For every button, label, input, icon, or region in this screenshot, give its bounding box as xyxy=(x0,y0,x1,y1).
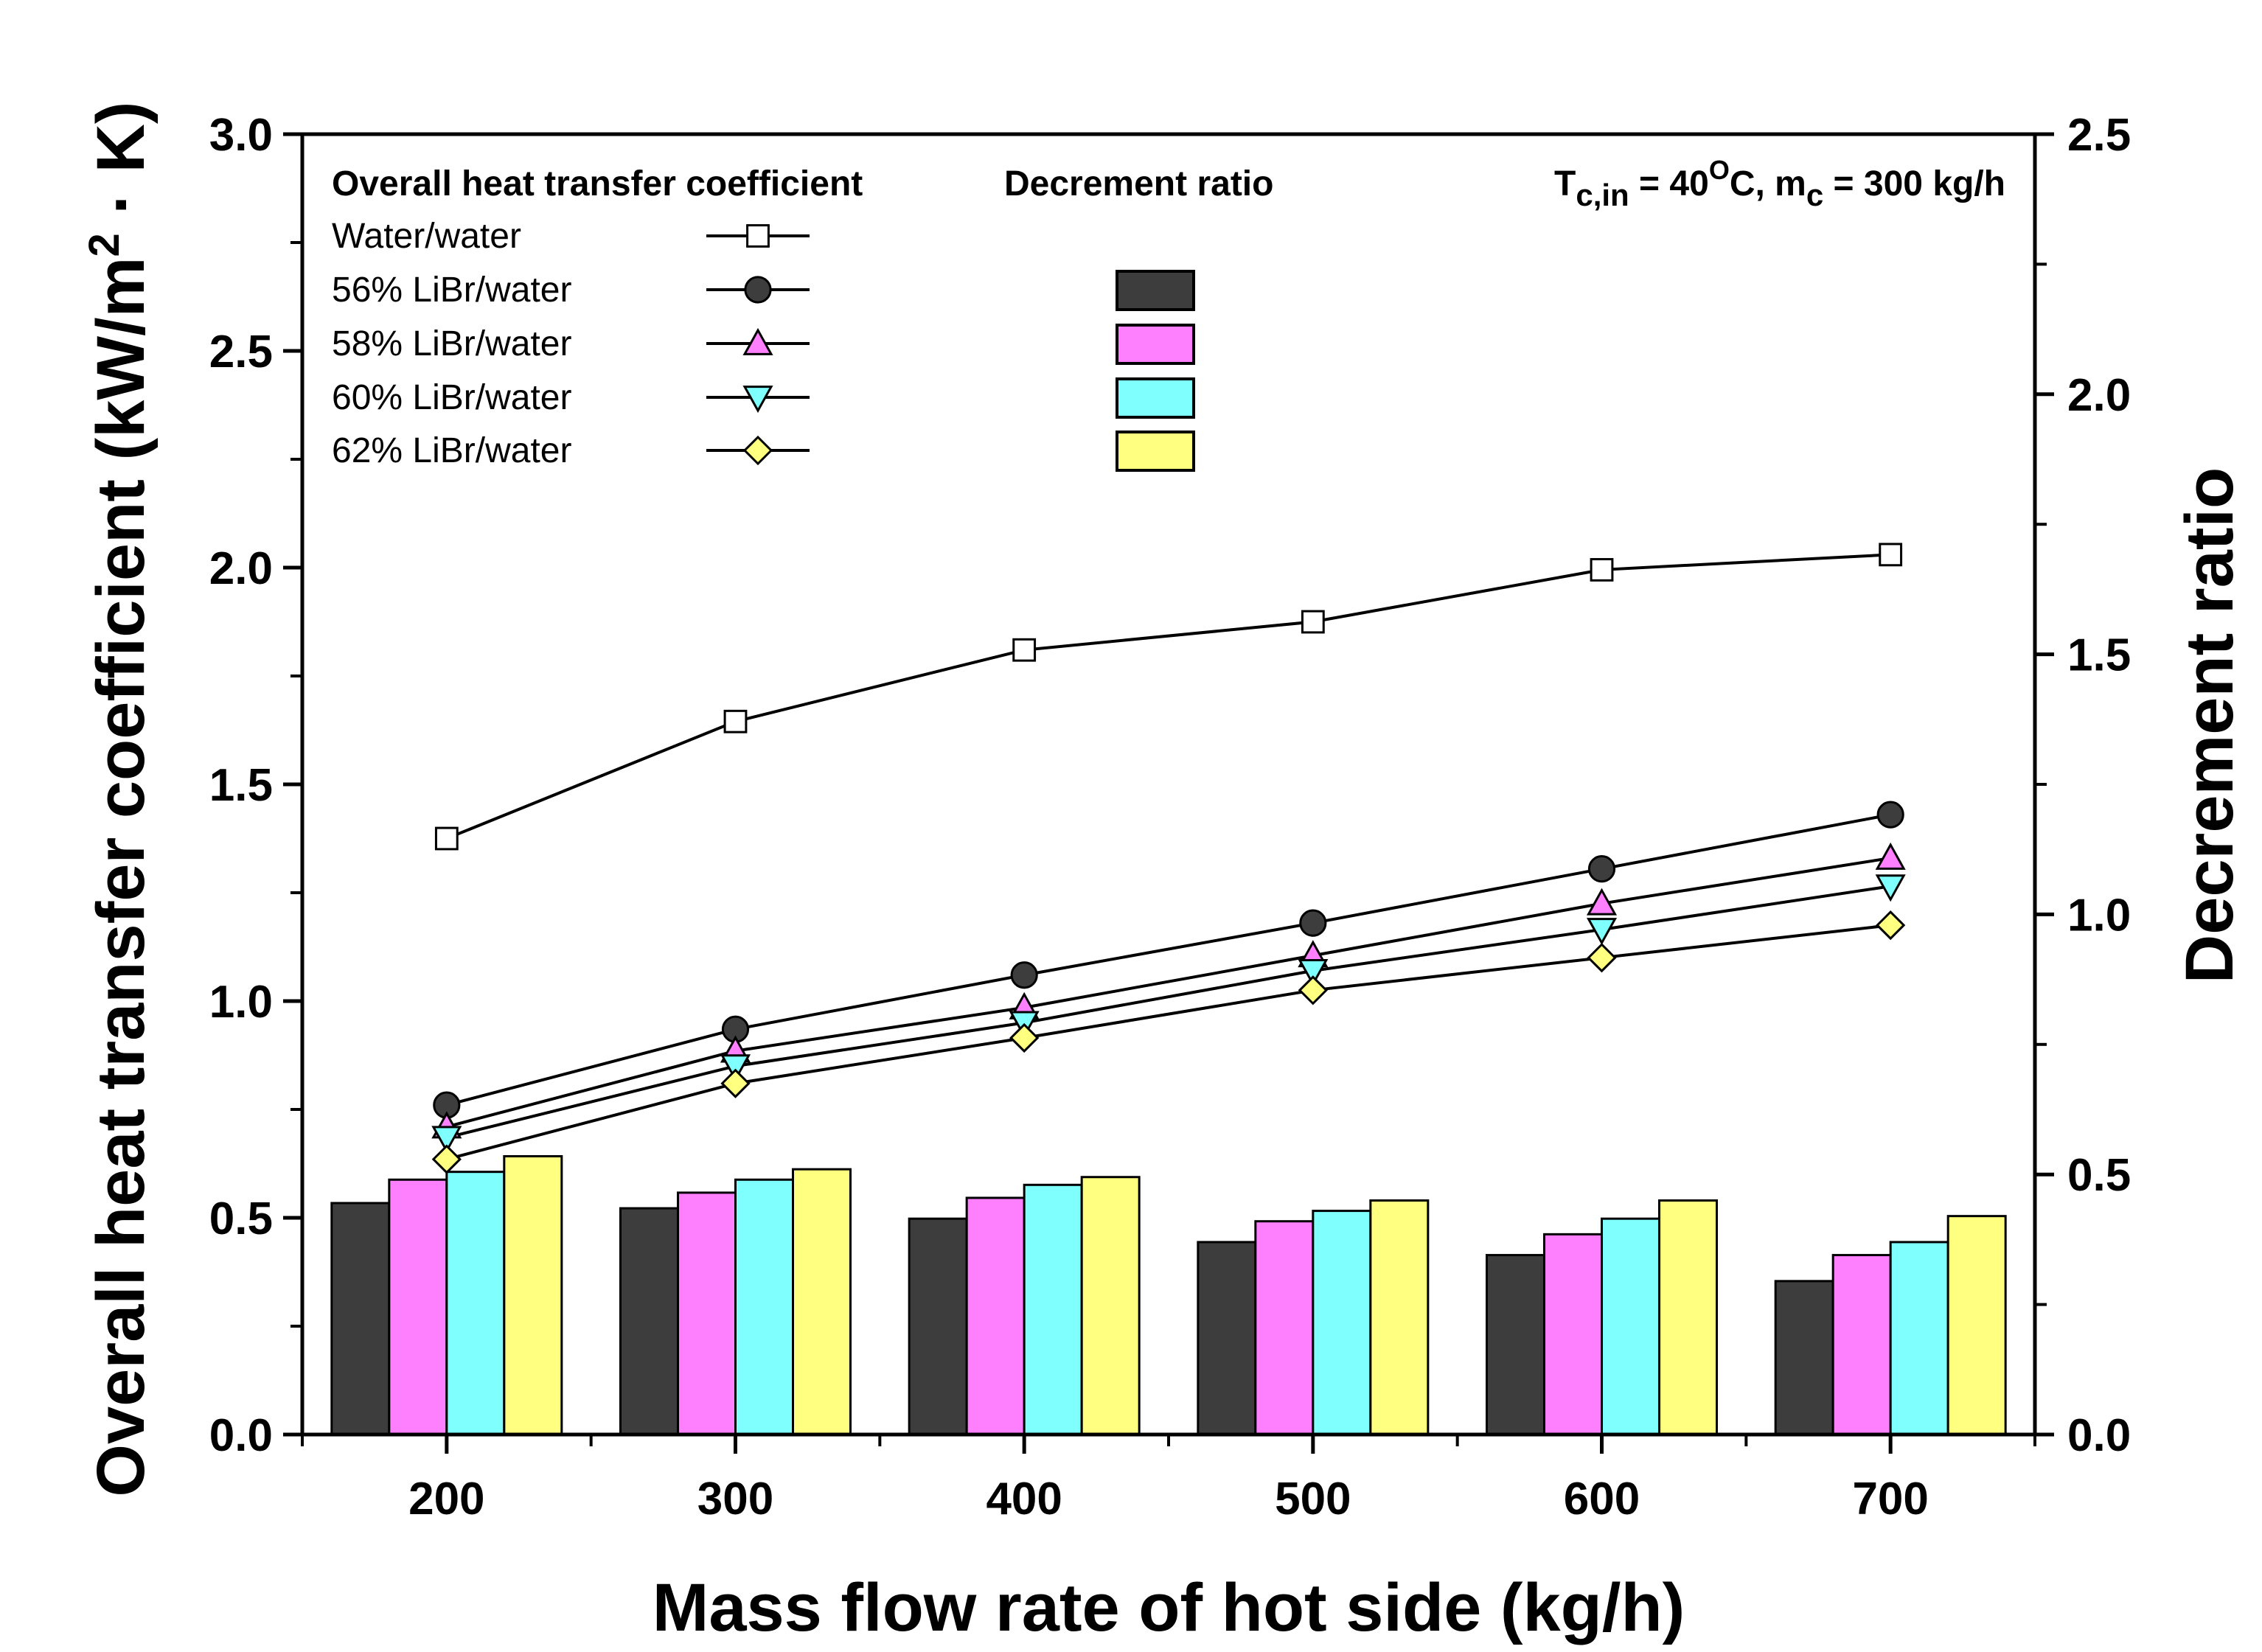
legend-label: 58% LiBr/water xyxy=(332,324,571,363)
bar xyxy=(1254,1220,1315,1436)
condition-annotation: Tc,in = 40OC, mc = 300 kg/h xyxy=(1554,155,2005,212)
y2-tick-label: 2.5 xyxy=(2067,110,2131,161)
bar xyxy=(1543,1233,1603,1436)
data-point xyxy=(1586,918,1618,946)
bar xyxy=(1486,1254,1545,1436)
data-point xyxy=(1012,638,1037,662)
x-axis-title: Mass flow rate of hot side (kg/h) xyxy=(652,1570,1685,1645)
y-tick-label: 2.5 xyxy=(209,327,273,377)
bar xyxy=(677,1191,737,1436)
data-point xyxy=(1010,961,1038,989)
legend-marker xyxy=(744,276,772,304)
y2-tick-label: 1.0 xyxy=(2067,890,2131,941)
bar xyxy=(388,1178,448,1436)
y2-tick-label: 1.5 xyxy=(2067,630,2131,681)
legend-marker xyxy=(742,435,773,466)
bar xyxy=(1946,1215,2007,1436)
bar-layer xyxy=(330,1155,2007,1436)
data-point xyxy=(1875,874,1906,902)
data-point xyxy=(1876,910,1906,941)
x-tick-label: 500 xyxy=(1275,1474,1351,1524)
legend-label: 60% LiBr/water xyxy=(332,378,571,417)
series-line xyxy=(446,856,1891,1129)
bar xyxy=(1023,1183,1083,1436)
bar xyxy=(1774,1280,1834,1436)
x-tick-label: 600 xyxy=(1564,1474,1640,1524)
y2-tick-label: 0.5 xyxy=(2067,1150,2131,1201)
bar xyxy=(908,1217,968,1436)
legend-marker xyxy=(746,224,770,248)
data-point xyxy=(720,1068,751,1098)
legend-swatch xyxy=(1116,270,1195,311)
bar xyxy=(330,1202,391,1436)
data-point xyxy=(431,1126,462,1154)
legend-items: Water/water 56% LiBr/water 58% LiBr/water 6… xyxy=(332,217,1195,472)
legend-swatch xyxy=(1116,377,1195,419)
legend-marker xyxy=(742,386,773,414)
x-tick-label: 200 xyxy=(408,1474,484,1524)
data-point xyxy=(1586,888,1618,916)
series-line xyxy=(446,553,1891,840)
bar xyxy=(1369,1199,1430,1436)
bar xyxy=(1831,1254,1892,1436)
bar xyxy=(1312,1210,1372,1436)
data-point xyxy=(1299,909,1327,937)
y2-tick-label: 0.0 xyxy=(2067,1410,2131,1461)
data-point xyxy=(1301,610,1325,634)
data-point xyxy=(1587,943,1617,973)
x-tick-label: 400 xyxy=(986,1474,1062,1524)
legend-swatch xyxy=(1116,324,1195,365)
data-point xyxy=(434,826,459,851)
data-point xyxy=(723,709,748,733)
bar xyxy=(1658,1199,1718,1436)
bar xyxy=(1601,1217,1660,1436)
series-line xyxy=(446,885,1891,1140)
y-tick-label: 2.0 xyxy=(209,543,273,594)
data-point xyxy=(1876,801,1904,829)
x-tick-label: 700 xyxy=(1852,1474,1928,1524)
bar xyxy=(619,1207,679,1436)
legend-label: Water/water xyxy=(332,217,521,256)
legend-swatch xyxy=(1116,431,1195,472)
series-line xyxy=(446,813,1891,1107)
data-point xyxy=(1590,558,1614,582)
bar xyxy=(1197,1241,1257,1436)
y-axis-title: Overall heat transfer coefficient (kW/m2… xyxy=(80,101,159,1496)
legend-label: 62% LiBr/water xyxy=(332,431,571,470)
bar xyxy=(965,1196,1026,1436)
y-tick-label: 1.0 xyxy=(209,977,273,1028)
tick-layer: 200 300 400 500 600 700 0.0 0.5 1.0 1.5 2.0 2.5 3.0 0… xyxy=(209,110,2131,1524)
x-tick-label: 300 xyxy=(697,1474,773,1524)
y-tick-label: 1.5 xyxy=(209,760,273,811)
data-point xyxy=(1298,975,1328,1006)
bar xyxy=(1889,1241,1949,1436)
y-tick-label: 0.0 xyxy=(209,1410,273,1461)
data-point xyxy=(720,1054,751,1082)
legend-header-ratio: Decrement ratio xyxy=(1004,164,1273,203)
legend-marker xyxy=(742,327,773,355)
bar xyxy=(792,1168,852,1436)
legend: Overall heat transfer coefficient Decrem… xyxy=(332,164,1273,472)
bar xyxy=(445,1171,506,1436)
data-point xyxy=(1009,1022,1040,1053)
y2-axis-title: Decrement ratio xyxy=(2172,467,2247,983)
bar xyxy=(503,1155,563,1436)
series-line xyxy=(446,924,1891,1161)
data-point xyxy=(1587,855,1616,883)
data-point xyxy=(1875,842,1906,870)
y-tick-label: 0.5 xyxy=(209,1193,273,1244)
legend-label: 56% LiBr/water xyxy=(332,271,571,310)
y2-tick-label: 2.0 xyxy=(2067,370,2131,421)
line-layer xyxy=(431,543,1906,1174)
data-point xyxy=(1879,543,1903,567)
legend-header-coefficient: Overall heat transfer coefficient xyxy=(332,164,863,203)
data-point xyxy=(431,1144,462,1174)
y-tick-label: 3.0 xyxy=(209,110,273,161)
bar xyxy=(734,1178,794,1436)
bar xyxy=(1080,1176,1141,1436)
data-point xyxy=(1298,958,1329,986)
